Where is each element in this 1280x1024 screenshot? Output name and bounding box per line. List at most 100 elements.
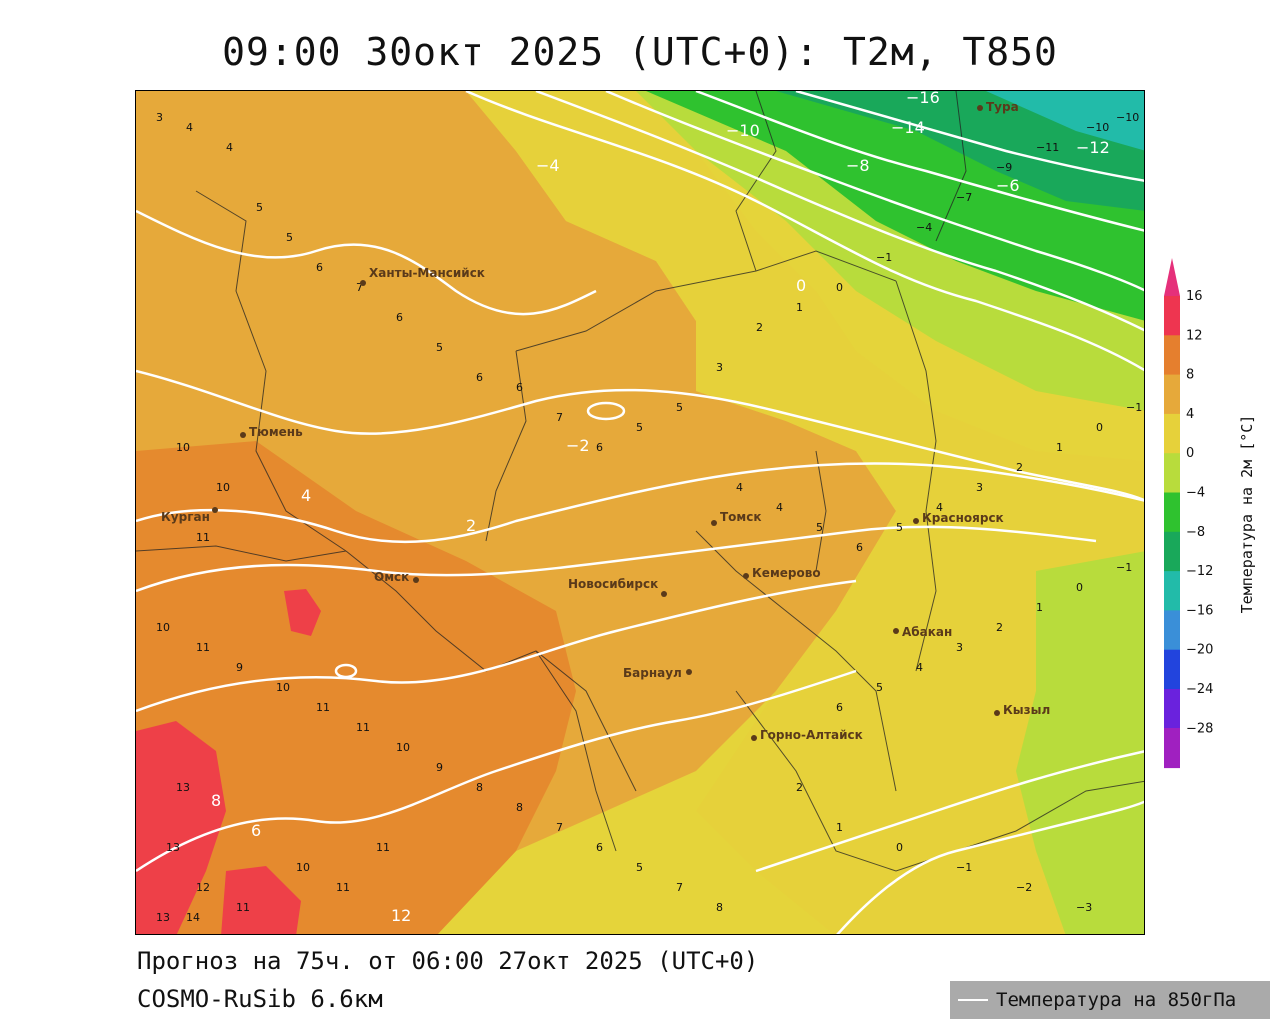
colorbar-segment: [1164, 610, 1180, 651]
svg-text:Омск: Омск: [374, 570, 409, 584]
svg-text:−1: −1: [956, 861, 972, 874]
colorbar-segment: [1164, 374, 1180, 415]
svg-text:5: 5: [636, 421, 643, 434]
colorbar-segments: [1164, 296, 1180, 769]
svg-text:10: 10: [176, 441, 190, 454]
isotherms-850: [136, 91, 1144, 934]
city-abakan[interactable]: Абакан: [893, 625, 952, 639]
colorbar-tick-label: 12: [1186, 328, 1203, 343]
forecast-info: Прогноз на 75ч. от 06:00 27окт 2025 (UTC…: [137, 947, 759, 975]
svg-text:8: 8: [516, 801, 523, 814]
city-kurgan[interactable]: Курган: [161, 507, 218, 524]
svg-text:11: 11: [376, 841, 390, 854]
city-khanty-mansiysk[interactable]: Ханты-Мансийск: [360, 266, 485, 286]
svg-text:11: 11: [236, 901, 250, 914]
svg-text:−14: −14: [891, 118, 925, 137]
svg-text:−9: −9: [996, 161, 1012, 174]
svg-text:−4: −4: [536, 156, 560, 175]
svg-text:0: 0: [896, 841, 903, 854]
svg-text:4: 4: [736, 481, 743, 494]
field-arctic: [986, 91, 1144, 151]
svg-text:4: 4: [776, 501, 783, 514]
map-canvas: −16 −14 −12 −10 −8 −6 −4 −2 0 2 4 6 8 12…: [136, 91, 1144, 934]
svg-text:11: 11: [336, 881, 350, 894]
svg-text:6: 6: [596, 441, 603, 454]
svg-text:Ханты-Мансийск: Ханты-Мансийск: [369, 266, 485, 280]
colorbar-tick-label: 8: [1186, 368, 1194, 383]
svg-text:12: 12: [196, 881, 210, 894]
svg-text:12: 12: [391, 906, 411, 925]
svg-text:−11: −11: [1036, 141, 1059, 154]
colorbar-ticks: 16 12 8 4 0 −4 −8 −12 −16 −20 −24 −28: [1186, 289, 1213, 736]
field-hottest-2: [221, 866, 301, 934]
svg-text:−2: −2: [566, 436, 590, 455]
field-coldest: [776, 91, 1144, 211]
svg-text:11: 11: [196, 531, 210, 544]
svg-text:5: 5: [256, 201, 263, 214]
svg-text:−8: −8: [846, 156, 870, 175]
svg-text:4: 4: [936, 501, 943, 514]
colorbar-segment: [1164, 571, 1180, 611]
svg-text:5: 5: [816, 521, 823, 534]
svg-text:−10: −10: [1086, 121, 1109, 134]
svg-text:10: 10: [156, 621, 170, 634]
svg-text:4: 4: [186, 121, 193, 134]
colorbar-tick-label: 0: [1186, 446, 1194, 461]
svg-text:Кемерово: Кемерово: [752, 566, 821, 580]
city-gorno-altaysk[interactable]: Горно-Алтайск: [751, 728, 863, 742]
svg-text:10: 10: [296, 861, 310, 874]
svg-text:0: 0: [1076, 581, 1083, 594]
svg-text:7: 7: [556, 821, 563, 834]
svg-text:6: 6: [316, 261, 323, 274]
city-tyumen[interactable]: Тюмень: [240, 425, 303, 439]
colorbar-segment: [1164, 531, 1180, 572]
svg-text:9: 9: [236, 661, 243, 674]
city-kyzyl[interactable]: Кызыл: [994, 703, 1050, 717]
svg-text:Барнаул: Барнаул: [623, 666, 682, 680]
svg-text:4: 4: [916, 661, 923, 674]
svg-text:5: 5: [876, 681, 883, 694]
city-novosibirsk[interactable]: Новосибирск: [568, 577, 667, 597]
svg-text:8: 8: [476, 781, 483, 794]
field-cool: [466, 91, 1144, 934]
svg-text:8: 8: [716, 901, 723, 914]
colorbar-segment: [1164, 649, 1180, 690]
svg-text:1: 1: [1056, 441, 1063, 454]
svg-text:Кызыл: Кызыл: [1003, 703, 1050, 717]
svg-text:−3: −3: [1076, 901, 1092, 914]
svg-text:3: 3: [976, 481, 983, 494]
svg-text:10: 10: [396, 741, 410, 754]
svg-text:4: 4: [226, 141, 233, 154]
svg-text:0: 0: [1096, 421, 1103, 434]
city-krasnoyarsk[interactable]: Красноярск: [913, 511, 1004, 525]
svg-text:8: 8: [211, 791, 221, 810]
svg-text:−1: −1: [1116, 561, 1132, 574]
svg-text:Красноярск: Красноярск: [922, 511, 1004, 525]
svg-text:1: 1: [796, 301, 803, 314]
colorbar-tick-label: −4: [1186, 486, 1205, 501]
city-tomsk[interactable]: Томск: [711, 510, 762, 526]
city-tura[interactable]: Тура: [977, 100, 1019, 114]
svg-text:14: 14: [186, 911, 200, 924]
legend-box: Температура на 850гПа: [950, 981, 1270, 1019]
svg-text:−16: −16: [906, 91, 940, 107]
svg-text:11: 11: [196, 641, 210, 654]
svg-text:2: 2: [466, 516, 476, 535]
svg-text:11: 11: [356, 721, 370, 734]
svg-text:−10: −10: [726, 121, 760, 140]
svg-text:6: 6: [596, 841, 603, 854]
field-cold-south: [1016, 551, 1144, 934]
field-hottest-1: [136, 721, 226, 934]
svg-text:11: 11: [316, 701, 330, 714]
colorbar-segment: [1164, 689, 1180, 729]
colorbar-segment: [1164, 492, 1180, 533]
city-kemerovo[interactable]: Кемерово: [743, 566, 821, 580]
cities: Тура Ханты-Мансийск Тюмень Курган Омск Н…: [161, 100, 1050, 742]
forecast-map[interactable]: −16 −14 −12 −10 −8 −6 −4 −2 0 2 4 6 8 12…: [135, 90, 1145, 935]
city-barnaul[interactable]: Барнаул: [623, 666, 692, 680]
svg-text:3: 3: [156, 111, 163, 124]
city-omsk[interactable]: Омск: [374, 570, 419, 584]
svg-text:Абакан: Абакан: [902, 625, 952, 639]
colorbar: 16 12 8 4 0 −4 −8 −12 −16 −20 −24 −28 Температура н…: [1160, 258, 1270, 773]
svg-text:Томск: Томск: [720, 510, 762, 524]
